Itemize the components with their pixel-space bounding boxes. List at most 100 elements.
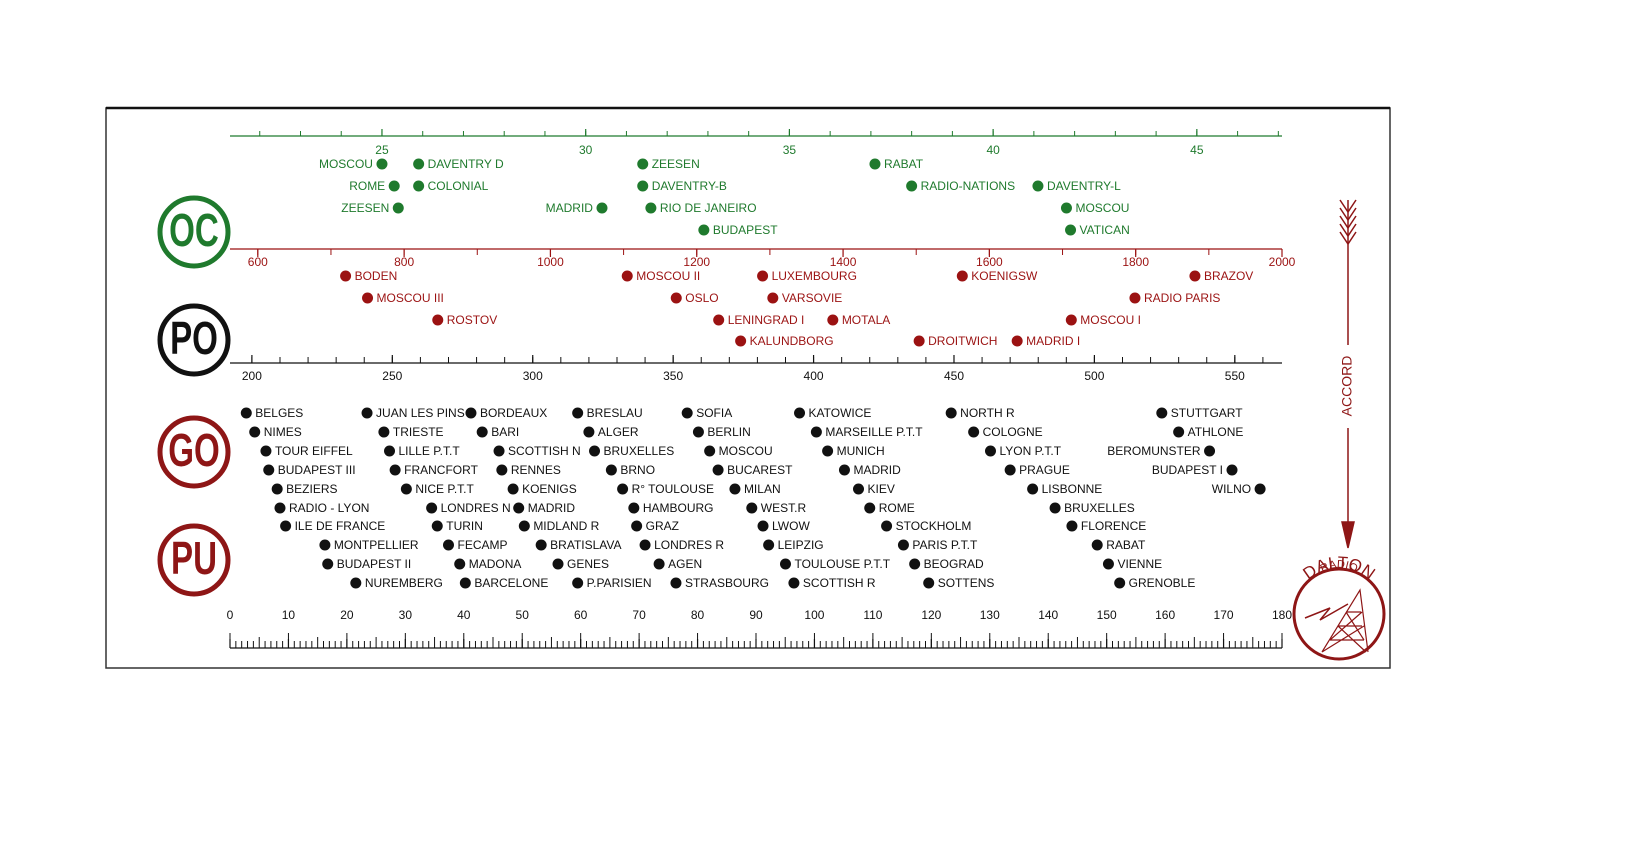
station-dot [869,158,881,170]
station-dot [1049,502,1061,514]
station-dot [572,407,584,419]
tick-label: 250 [382,369,402,383]
station-dot [838,464,850,476]
station-name: RIO DE JANEIRO [660,201,757,215]
tick-label: 1400 [830,255,857,269]
station-dot [596,202,608,214]
station-dot [1065,224,1077,236]
station-dot [454,558,466,570]
station-name: BRAZOV [1204,269,1253,283]
station-dot [1129,292,1141,304]
station-name: BORDEAUX [480,406,547,420]
station-dot [240,407,252,419]
station-dot [431,520,443,532]
station-dot [1204,445,1216,457]
station-name: BUDAPEST I [1152,463,1223,477]
station-name: PARIS P.T.T [912,538,978,552]
station-dot [628,502,640,514]
station-dot [388,180,400,192]
station-dot [794,407,806,419]
station-dot [637,158,649,170]
station-dot [692,426,704,438]
station-dot [496,464,508,476]
station-name: RABAT [884,157,924,171]
badge-label: PO [170,314,218,364]
station-name: BARCELONE [474,576,548,590]
station-dot [1226,464,1238,476]
station-name: KATOWICE [809,406,872,420]
station-name: LWOW [772,519,810,533]
station-name: MOSCOU [719,444,773,458]
station-dot [853,483,865,495]
station-dot [413,158,425,170]
station-dot [827,314,839,326]
tick-label: 40 [457,608,471,622]
station-dot [362,292,374,304]
station-dot [1066,520,1078,532]
tick-label: 150 [1097,608,1117,622]
station-name: VARSOVIE [782,291,842,305]
station-name: SOFIA [696,406,732,420]
station-dot [670,292,682,304]
station-dot [670,577,682,589]
station-dot [906,180,918,192]
tick-label: 0 [227,608,234,622]
station-dot [681,407,693,419]
tick-label: 100 [804,608,824,622]
badge-label: PU [171,534,217,584]
station-dot [810,426,822,438]
tick-label: 80 [691,608,705,622]
station-name: RENNES [511,463,561,477]
station-dot [822,445,834,457]
tick-label: 30 [579,143,593,157]
station-name: KALUNDBORG [750,334,834,348]
station-name: MUNICH [837,444,885,458]
tick-label: 300 [523,369,543,383]
tick-label: 1600 [976,255,1003,269]
station-dot [729,483,741,495]
badge-ring [157,523,231,597]
station-name: LENINGRAD I [728,313,805,327]
station-dot [260,445,272,457]
station-dot [909,558,921,570]
station-name: MIDLAND R [533,519,599,533]
station-name: GENES [567,557,609,571]
station-dot [637,180,649,192]
station-dot [767,292,779,304]
tick-label: 1000 [537,255,564,269]
station-dot [712,464,724,476]
station-dot [881,520,893,532]
station-name: DAVENTRY-L [1047,179,1121,193]
station-name: ALGER [598,425,639,439]
station-name: NORTH R [960,406,1015,420]
station-dot [923,577,935,589]
station-name: GRENOBLE [1129,576,1196,590]
station-name: NIMES [264,425,302,439]
station-name: WILNO [1212,482,1251,496]
station-dot [361,407,373,419]
station-dot [319,539,331,551]
station-name: BODEN [355,269,398,283]
station-dot [713,314,725,326]
station-name: PRAGUE [1019,463,1070,477]
station-name: OSLO [685,291,718,305]
accord-arrow [1339,199,1357,549]
station-dot [1254,483,1266,495]
badge-ring [157,415,231,489]
station-name: JUAN LES PINS [376,406,465,420]
tick-label: 45 [1190,143,1204,157]
station-dot [384,445,396,457]
tick-label: 350 [663,369,683,383]
station-name: BARI [491,425,519,439]
station-name: MADRID [546,201,594,215]
station-name: MOTALA [842,313,890,327]
station-name: TURIN [446,519,483,533]
tick-label: 550 [1225,369,1245,383]
station-name: MOSCOU II [636,269,700,283]
station-name: MOSCOU III [377,291,444,305]
tick-label: 90 [749,608,763,622]
station-dot [507,483,519,495]
station-dot [280,520,292,532]
station-dot [535,539,547,551]
